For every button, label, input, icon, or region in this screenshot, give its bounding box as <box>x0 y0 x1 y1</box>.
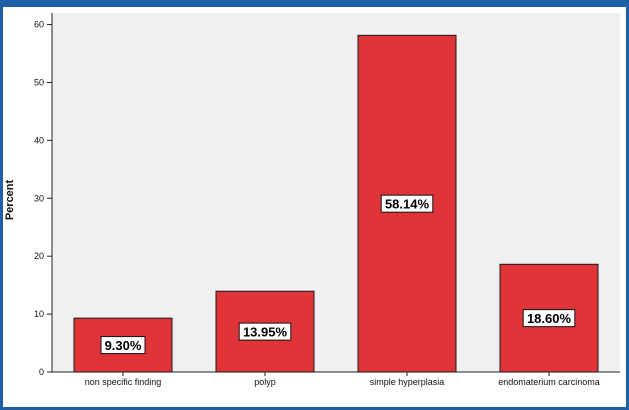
y-tick-label: 0 <box>39 367 44 377</box>
y-axis-title: Percent <box>4 179 16 220</box>
y-tick-label: 60 <box>34 20 44 30</box>
data-label: 18.60% <box>527 311 572 326</box>
data-label: 13.95% <box>243 325 288 340</box>
x-tick-label: simple hyperplasia <box>370 377 445 387</box>
data-label-box <box>238 322 292 341</box>
x-tick-label: polyp <box>254 377 276 387</box>
x-tick-label: non specific finding <box>85 377 162 387</box>
data-label: 9.30% <box>105 338 142 353</box>
plot-area: 0 10 20 30 40 50 60 non specific finding 9.30% po… <box>34 13 620 387</box>
y-tick-label: 10 <box>34 309 44 319</box>
y-tick-label: 40 <box>34 135 44 145</box>
y-tick-label: 20 <box>34 251 44 261</box>
data-label: 58.14% <box>385 197 430 212</box>
y-tick-label: 50 <box>34 77 44 87</box>
data-label-box <box>522 309 576 328</box>
y-tick-label: 30 <box>34 193 44 203</box>
data-label-box <box>100 336 146 355</box>
x-tick-label: endomaterium carcinoma <box>498 377 600 387</box>
data-label-box <box>380 194 434 213</box>
